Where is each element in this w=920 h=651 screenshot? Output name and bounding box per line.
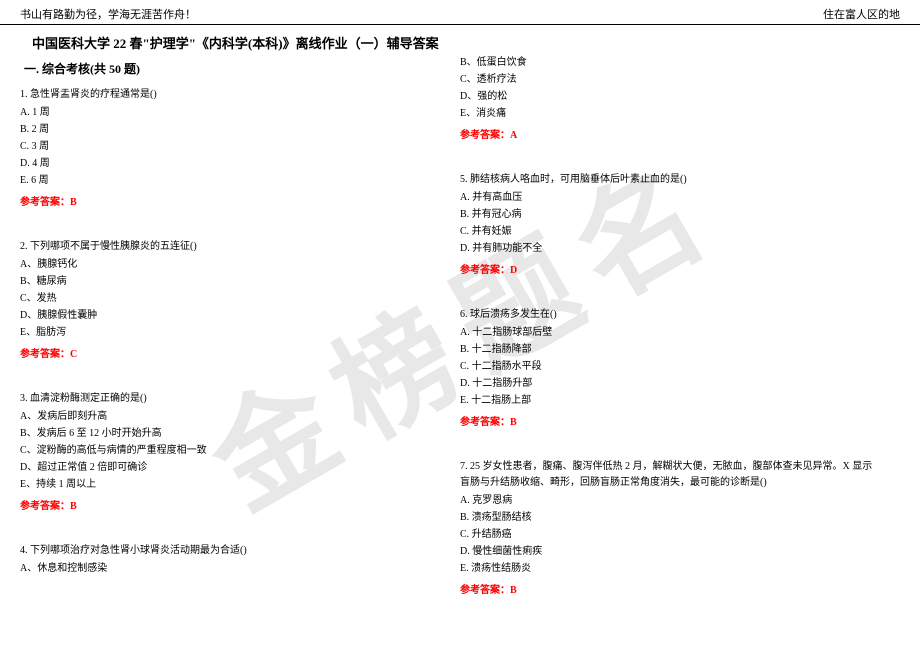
option: A、胰腺钙化	[20, 257, 440, 273]
option: D. 十二指肠升部	[460, 376, 880, 392]
answer-text: 参考答案：B	[460, 415, 880, 431]
option: E、脂肪泻	[20, 325, 440, 341]
option: A. 并有高血压	[460, 190, 880, 206]
option: E. 6 周	[20, 173, 440, 189]
header-right: 住在富人区的地	[823, 6, 900, 22]
question-text: 2. 下列哪项不属于慢性胰腺炎的五连征()	[20, 239, 440, 255]
option: C、淀粉酶的高低与病情的严重程度相一致	[20, 443, 440, 459]
answer-text: 参考答案：C	[20, 347, 440, 363]
page-header: 书山有路勤为径，学海无涯苦作舟！ 住在富人区的地	[0, 0, 920, 25]
option: D. 并有肺功能不全	[460, 241, 880, 257]
question-block: 2. 下列哪项不属于慢性胰腺炎的五连征() A、胰腺钙化 B、糖尿病 C、发热 …	[20, 239, 440, 363]
question-text: 4. 下列哪项治疗对急性肾小球肾炎活动期最为合适()	[20, 543, 440, 559]
option: A、发病后即刻升高	[20, 409, 440, 425]
option: D、胰腺假性囊肿	[20, 308, 440, 324]
option: E、持续 1 周以上	[20, 477, 440, 493]
option: C、发热	[20, 291, 440, 307]
section-heading: 一. 综合考核(共 50 题)	[20, 60, 440, 77]
option: C. 3 周	[20, 139, 440, 155]
answer-text: 参考答案：B	[460, 583, 880, 599]
question-block: 5. 肺结核病人咯血时，可用脑垂体后叶素止血的是() A. 并有高血压 B. 并…	[460, 172, 880, 279]
question-block: 3. 血清淀粉酶测定正确的是() A、发病后即刻升高 B、发病后 6 至 12 …	[20, 391, 440, 515]
question-text: 5. 肺结核病人咯血时，可用脑垂体后叶素止血的是()	[460, 172, 880, 188]
option: A. 克罗恩病	[460, 493, 880, 509]
option: C、透析疗法	[460, 72, 880, 88]
answer-text: 参考答案：D	[460, 263, 880, 279]
option: B、发病后 6 至 12 小时开始升高	[20, 426, 440, 442]
question-block: 7. 25 岁女性患者，腹痛、腹泻伴低热 2 月，解糊状大便，无脓血，腹部体查未…	[460, 459, 880, 599]
option: D. 4 周	[20, 156, 440, 172]
option: B、低蛋白饮食	[460, 55, 880, 71]
option: E、消炎痛	[460, 106, 880, 122]
main-content: 中国医科大学 22 春"护理学"《内科学(本科)》离线作业（一）辅导答案 一. …	[0, 25, 920, 635]
question-text: 7. 25 岁女性患者，腹痛、腹泻伴低热 2 月，解糊状大便，无脓血，腹部体查未…	[460, 459, 880, 491]
option: B. 十二指肠降部	[460, 342, 880, 358]
question-text: 1. 急性肾盂肾炎的疗程通常是()	[20, 87, 440, 103]
option: D、超过正常值 2 倍即可确诊	[20, 460, 440, 476]
question-block: 1. 急性肾盂肾炎的疗程通常是() A. 1 周 B. 2 周 C. 3 周 D…	[20, 87, 440, 211]
option: E. 十二指肠上部	[460, 393, 880, 409]
option: B. 溃疡型肠结核	[460, 510, 880, 526]
option: D. 慢性细菌性痢疾	[460, 544, 880, 560]
right-column: B、低蛋白饮食 C、透析疗法 D、强的松 E、消炎痛 参考答案：A 5. 肺结核…	[460, 33, 900, 627]
document-title: 中国医科大学 22 春"护理学"《内科学(本科)》离线作业（一）辅导答案	[20, 33, 440, 52]
option: A、休息和控制感染	[20, 561, 440, 577]
header-left: 书山有路勤为径，学海无涯苦作舟！	[20, 6, 196, 22]
question-block: B、低蛋白饮食 C、透析疗法 D、强的松 E、消炎痛 参考答案：A	[460, 55, 880, 144]
option: A. 1 周	[20, 105, 440, 121]
option: B. 2 周	[20, 122, 440, 138]
answer-text: 参考答案：A	[460, 128, 880, 144]
answer-text: 参考答案：B	[20, 195, 440, 211]
question-block: 4. 下列哪项治疗对急性肾小球肾炎活动期最为合适() A、休息和控制感染	[20, 543, 440, 577]
option: C. 十二指肠水平段	[460, 359, 880, 375]
option: C. 并有妊娠	[460, 224, 880, 240]
option: B. 并有冠心病	[460, 207, 880, 223]
option: C. 升结肠癌	[460, 527, 880, 543]
answer-text: 参考答案：B	[20, 499, 440, 515]
option: D、强的松	[460, 89, 880, 105]
option: A. 十二指肠球部后壁	[460, 325, 880, 341]
option: B、糖尿病	[20, 274, 440, 290]
left-column: 中国医科大学 22 春"护理学"《内科学(本科)》离线作业（一）辅导答案 一. …	[20, 33, 460, 627]
option: E. 溃疡性结肠炎	[460, 561, 880, 577]
question-text: 3. 血清淀粉酶测定正确的是()	[20, 391, 440, 407]
question-block: 6. 球后溃疡多发生在() A. 十二指肠球部后壁 B. 十二指肠降部 C. 十…	[460, 307, 880, 431]
question-text: 6. 球后溃疡多发生在()	[460, 307, 880, 323]
